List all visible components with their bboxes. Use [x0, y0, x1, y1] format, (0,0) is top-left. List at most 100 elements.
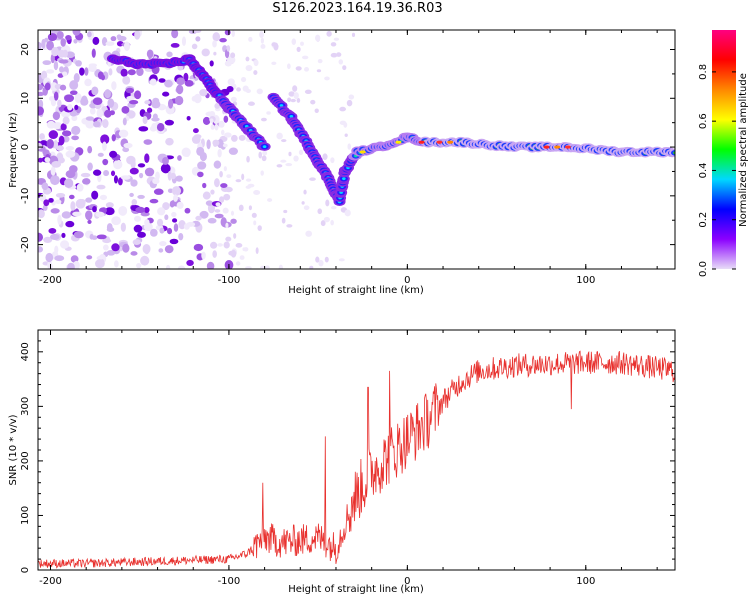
spectrogram-cell	[38, 142, 43, 150]
spectrogram-cell	[230, 52, 236, 59]
spectrogram-cell	[160, 163, 171, 174]
spectrogram-cell	[330, 157, 335, 164]
spectrogram-cell	[106, 249, 116, 256]
snr-y-axis-label: SNR (10 * v/v)	[8, 414, 19, 485]
spectrogram-cell	[287, 97, 292, 103]
spectrogram-cell	[53, 60, 59, 71]
spectrogram-cell	[146, 107, 153, 113]
spectrogram-cell	[231, 30, 235, 38]
spectrogram-cell	[123, 142, 133, 149]
spectrogram-cell	[289, 115, 294, 118]
spectrogram-cell	[281, 139, 287, 143]
spectrogram-cell	[233, 233, 237, 239]
spectrogram-cell	[144, 100, 151, 105]
spectrogram-cell	[68, 194, 75, 200]
spectrogram-cell	[325, 199, 330, 207]
spectrogram-cell	[230, 210, 235, 216]
spectrogram-cell	[199, 151, 207, 162]
spectrogram-cell	[44, 157, 51, 163]
spectrogram-cell	[197, 171, 204, 178]
spectrogram-cell	[164, 214, 169, 221]
spectrogram-cell	[205, 200, 214, 206]
spectrogram-cell	[324, 76, 330, 81]
spectrogram-cell	[168, 98, 174, 109]
spectrogram-cell	[149, 228, 158, 237]
spectrogram-cell	[110, 170, 116, 177]
spectrogram-cell	[213, 160, 222, 169]
y-tick-label: 100	[20, 506, 31, 525]
spectrogram-cell	[223, 193, 231, 201]
spectrogram-cell	[227, 78, 235, 86]
spectrogram-cell	[152, 113, 158, 120]
spectrogram-cell	[191, 43, 198, 50]
spectrogram-cell	[85, 119, 95, 129]
spectrogram-cell	[226, 45, 231, 52]
spectrogram-cell	[173, 194, 178, 202]
spectrogram-cell	[64, 178, 74, 189]
spectrogram-cell	[61, 232, 66, 238]
spectrogram-cell	[276, 132, 283, 140]
spectrogram-cell	[304, 67, 310, 72]
spectrogram-cell	[67, 103, 73, 111]
spectrogram-cell	[49, 233, 60, 240]
spectrogram-cell	[121, 105, 130, 114]
spectrogram-cell	[333, 37, 340, 41]
spectrogram-cell	[92, 169, 102, 176]
spectrogram-cell	[287, 63, 291, 70]
spectrogram-cell	[324, 256, 329, 263]
spectrogram-cell	[137, 231, 146, 238]
spectrogram-cell	[46, 138, 54, 149]
spectrogram-cell	[193, 93, 202, 104]
spectrogram-cell	[219, 37, 227, 43]
spectrogram-cell	[210, 124, 215, 130]
spectrogram-cell	[238, 204, 244, 212]
x-tick-label: -100	[218, 275, 241, 286]
spectrogram-cell	[213, 142, 218, 147]
spectrogram-cell	[210, 189, 215, 195]
spectrogram-cell	[261, 155, 267, 162]
spectrogram-cell	[344, 209, 351, 217]
spectrogram-cell	[123, 41, 131, 51]
spectrogram-cell	[152, 97, 160, 105]
colorbar-tick-label: 0.6	[698, 113, 709, 129]
spectrogram-cell	[212, 32, 221, 42]
spectrogram-cell	[50, 175, 60, 186]
spectrogram-cell	[342, 65, 347, 71]
spectrogram-cell	[260, 265, 265, 269]
spectrogram-cell	[176, 84, 184, 95]
spectrogram-cell	[320, 220, 326, 227]
colorbar: 0.0 0.2 0.4 0.6 0.8 Normalized spectral ampl…	[698, 30, 749, 277]
spectrogram-cell	[224, 132, 232, 138]
spectrogram-cell	[51, 161, 62, 168]
spectrogram-cell	[102, 141, 107, 152]
spectrogram-cell	[57, 73, 64, 78]
spectrogram-cell	[245, 56, 250, 62]
spectrogram-cell	[44, 82, 51, 91]
spectrogram-cell	[235, 261, 241, 266]
spectrogram-cell	[176, 201, 184, 209]
spectrogram-cell	[236, 87, 241, 92]
spectrogram-cell	[214, 178, 220, 188]
spectrogram-cell	[38, 232, 44, 242]
spectrogram-cell	[152, 178, 160, 185]
spectrogram-cell	[286, 224, 293, 228]
spectrogram-cell	[245, 64, 253, 72]
spectrogram-cell	[169, 238, 179, 245]
spectrogram-cell	[144, 153, 150, 164]
spectrogram-cell	[149, 78, 157, 86]
spectrogram-cell	[111, 134, 116, 142]
spectrogram-cell	[155, 171, 160, 181]
spectrogram-cell	[87, 162, 93, 171]
spectrogram-cell	[251, 212, 257, 218]
spectrogram-cell	[156, 218, 164, 227]
spectrogram-cell	[136, 67, 144, 76]
spectrogram-cell	[144, 167, 155, 177]
spectrogram-cell	[241, 173, 245, 181]
spectrogram-cell	[149, 125, 157, 132]
x-tick-label: 0	[404, 576, 410, 587]
spectrogram-cell	[212, 250, 217, 258]
spectrogram-cell	[245, 178, 252, 182]
spectrogram-cell	[220, 217, 227, 227]
